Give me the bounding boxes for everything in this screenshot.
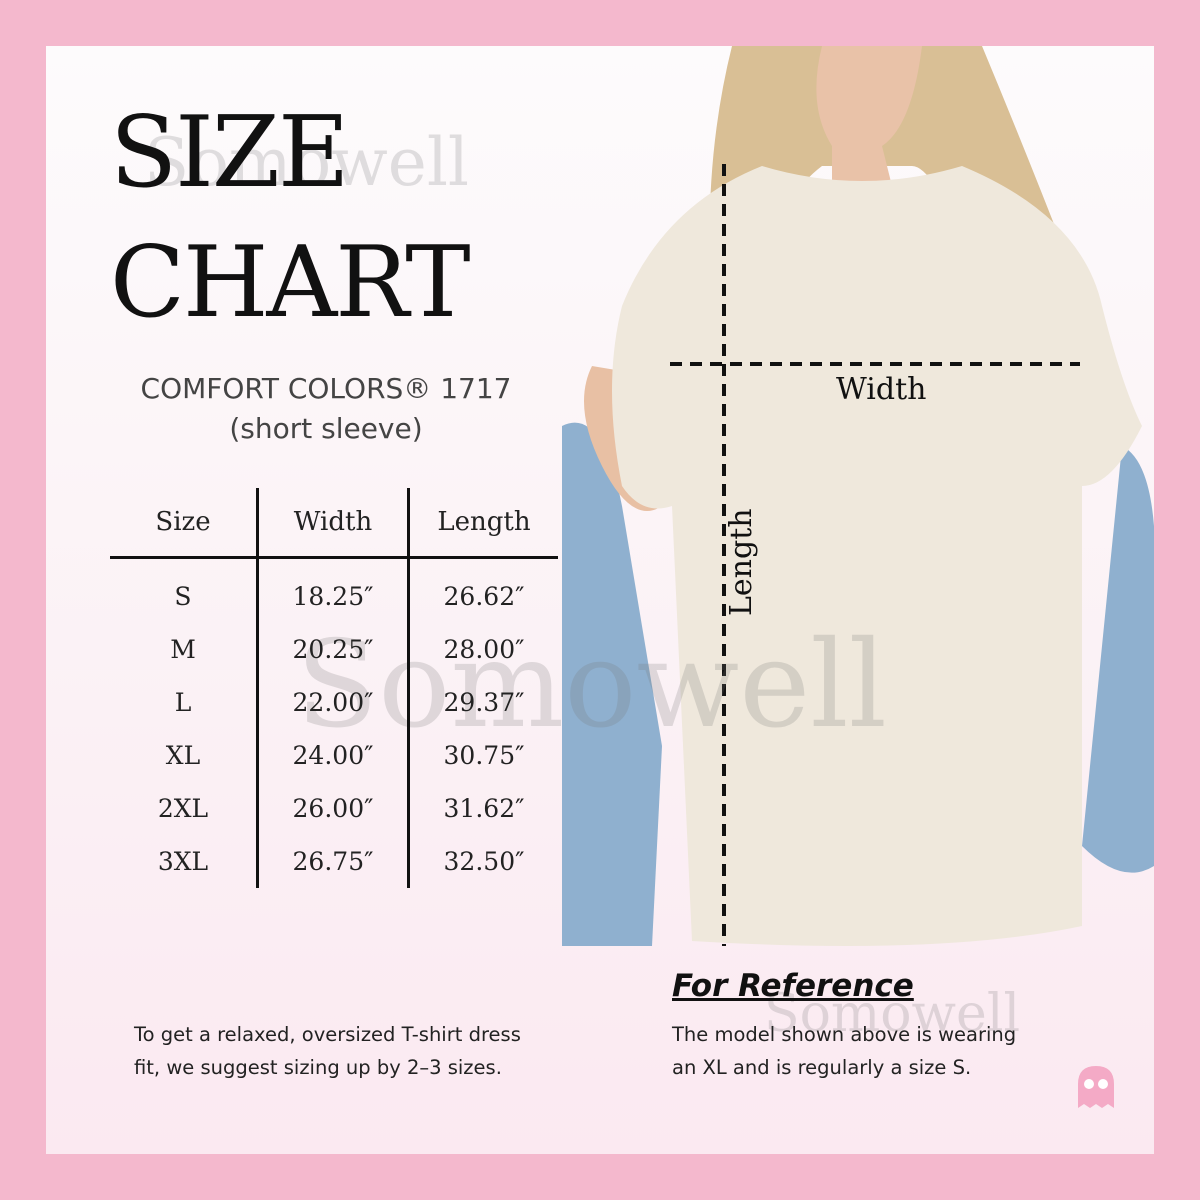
title-line1: SIZE: [110, 96, 349, 210]
face-neck: [816, 46, 922, 196]
table-row: S 18.25″ 26.62″: [110, 557, 558, 623]
reference-line2: an XL and is regularly a size S.: [672, 1056, 972, 1079]
header-length: Length: [407, 488, 558, 559]
size-cell: 3XL: [157, 847, 209, 876]
fit-note-line1: To get a relaxed, oversized T-shirt dres…: [134, 1023, 521, 1046]
width-cell: 24.00″: [256, 729, 409, 782]
header-width: Width: [256, 488, 409, 559]
size-cell: M: [170, 635, 196, 664]
size-cell: L: [174, 688, 192, 717]
reference-line1: The model shown above is wearing: [672, 1023, 1017, 1046]
size-cell: S: [174, 582, 192, 611]
fit-note: To get a relaxed, oversized T-shirt dres…: [134, 1018, 521, 1084]
denim-jacket-right: [1082, 446, 1154, 873]
length-label: Length: [724, 508, 759, 616]
width-cell: 26.00″: [256, 782, 409, 835]
width-cell: 22.00″: [256, 676, 409, 729]
size-cell: XL: [165, 741, 201, 770]
length-cell: 28.00″: [407, 623, 558, 676]
product-variant: (short sleeve): [229, 412, 423, 445]
title-line2: CHART: [110, 226, 471, 340]
size-cell: 2XL: [157, 794, 209, 823]
reference-heading: For Reference: [672, 968, 914, 1004]
table-header-row: Size Width Length: [110, 488, 558, 559]
table-row: L 22.00″ 29.37″: [110, 676, 558, 729]
length-cell: 31.62″: [407, 782, 558, 835]
length-cell: 30.75″: [407, 729, 558, 782]
measure-lines: [670, 164, 1080, 946]
fit-note-line2: fit, we suggest sizing up by 2–3 sizes.: [134, 1056, 502, 1079]
size-chart-card: Width Length Somowell Somowell Somowell …: [46, 46, 1154, 1154]
width-cell: 20.25″: [256, 623, 409, 676]
model-photo: [562, 46, 1154, 946]
t-shirt: [612, 166, 1142, 946]
size-table: Size Width Length S 18.25″ 26.62″ M 20.25″ 28…: [110, 488, 558, 888]
ghost-icon: [1078, 1066, 1114, 1108]
length-cell: 32.50″: [407, 835, 558, 888]
length-cell: 26.62″: [407, 557, 558, 623]
width-cell: 18.25″: [256, 557, 409, 623]
width-cell: 26.75″: [256, 835, 409, 888]
table-row: XL 24.00″ 30.75″: [110, 729, 558, 782]
product-name: COMFORT COLORS® 1717: [140, 372, 512, 405]
width-label: Width: [836, 372, 927, 407]
denim-jacket-left: [562, 422, 662, 946]
header-size: Size: [110, 488, 258, 559]
table-row: M 20.25″ 28.00″: [110, 623, 558, 676]
length-cell: 29.37″: [407, 676, 558, 729]
reference-note: The model shown above is wearing an XL a…: [672, 1018, 1016, 1084]
table-row: 3XL 26.75″ 32.50″: [110, 835, 558, 888]
table-row: 2XL 26.00″ 31.62″: [110, 782, 558, 835]
